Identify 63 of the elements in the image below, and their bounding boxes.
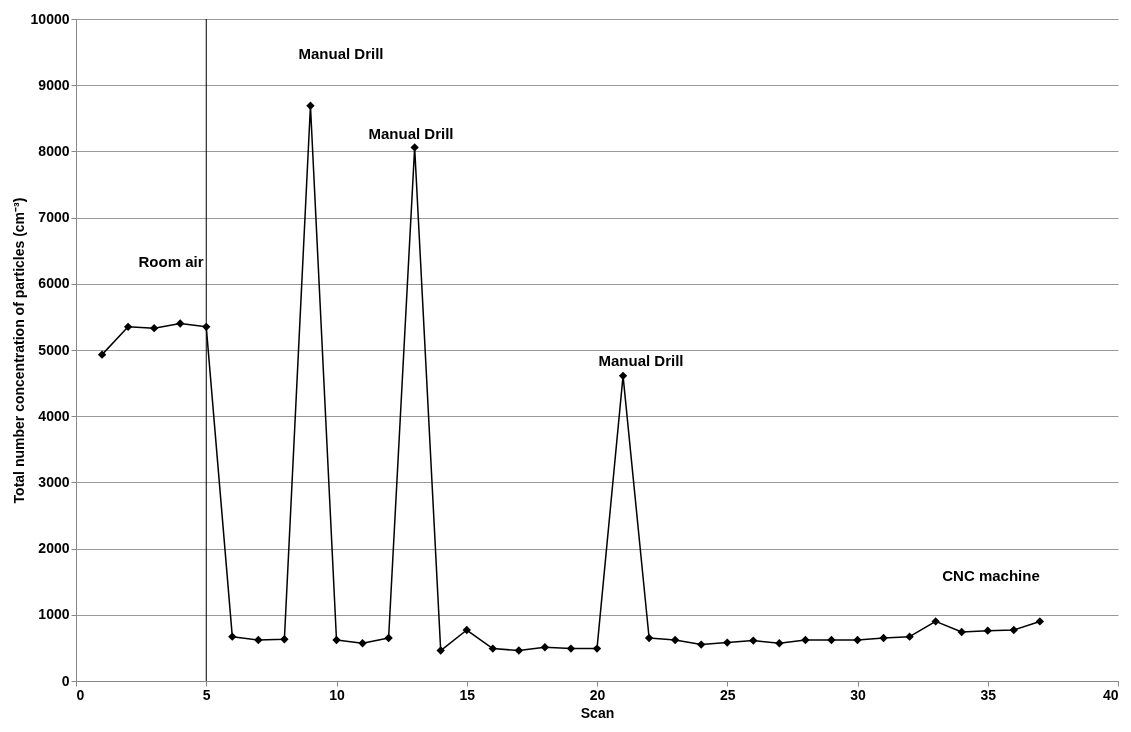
x-tick-label: 40	[1102, 686, 1119, 703]
point	[697, 640, 706, 649]
annotation: Manual Drill	[368, 125, 454, 143]
x-tick-label: 10	[329, 686, 345, 703]
annotation: Manual Drill	[298, 45, 384, 63]
y-tick-label: 10000	[30, 10, 70, 27]
y-tick-label: 4000	[38, 407, 70, 424]
y-tick-label: 6000	[38, 275, 70, 292]
point	[149, 323, 159, 333]
point	[540, 643, 550, 652]
x-tick-label: 0	[76, 686, 85, 703]
y-tick-label: 1000	[38, 606, 70, 623]
annotation: Room air	[138, 253, 204, 271]
point	[801, 635, 810, 645]
x-tick-label: 20	[589, 686, 606, 703]
point	[879, 633, 888, 643]
point	[384, 633, 393, 643]
x-tick-label: 25	[719, 686, 736, 703]
point	[957, 627, 966, 637]
x-tick-label: 5	[202, 686, 211, 703]
point	[853, 635, 862, 645]
y-tick-label: 9000	[38, 76, 70, 93]
point	[592, 644, 602, 653]
point	[436, 646, 445, 655]
y-tick-label: 8000	[38, 142, 70, 159]
y-axis-title: Total number concentration of particles (cm⁻³)	[10, 197, 27, 504]
y-tick-label: 3000	[38, 473, 70, 490]
point	[306, 101, 315, 110]
point	[670, 635, 680, 645]
point	[462, 625, 471, 635]
point	[723, 638, 732, 647]
y-tick-label: 7000	[38, 209, 70, 226]
x-tick-label: 35	[980, 686, 997, 703]
point	[358, 639, 367, 648]
x-tick-label: 30	[850, 686, 866, 703]
point	[176, 319, 185, 328]
y-tick-label: 0	[61, 672, 70, 689]
x-tick-label: 15	[459, 686, 476, 703]
point	[931, 617, 940, 626]
point	[749, 636, 758, 645]
x-axis-title: Scan	[580, 704, 615, 721]
annotation: Manual Drill	[598, 352, 684, 370]
point	[97, 350, 107, 359]
point	[488, 644, 497, 653]
point	[410, 143, 419, 152]
point	[905, 632, 914, 641]
point	[618, 371, 628, 380]
y-tick-label: 2000	[38, 540, 70, 557]
point	[280, 635, 289, 644]
point	[827, 635, 836, 645]
point	[123, 322, 133, 332]
point	[644, 633, 654, 643]
point	[332, 635, 341, 645]
point	[775, 639, 784, 648]
point	[983, 626, 992, 635]
point	[228, 632, 237, 641]
annotation: CNC machine	[942, 566, 1040, 584]
point	[566, 644, 576, 653]
point	[1035, 617, 1045, 626]
point	[1009, 625, 1018, 635]
point	[254, 635, 263, 645]
point	[514, 646, 524, 655]
y-tick-label: 5000	[38, 341, 70, 358]
